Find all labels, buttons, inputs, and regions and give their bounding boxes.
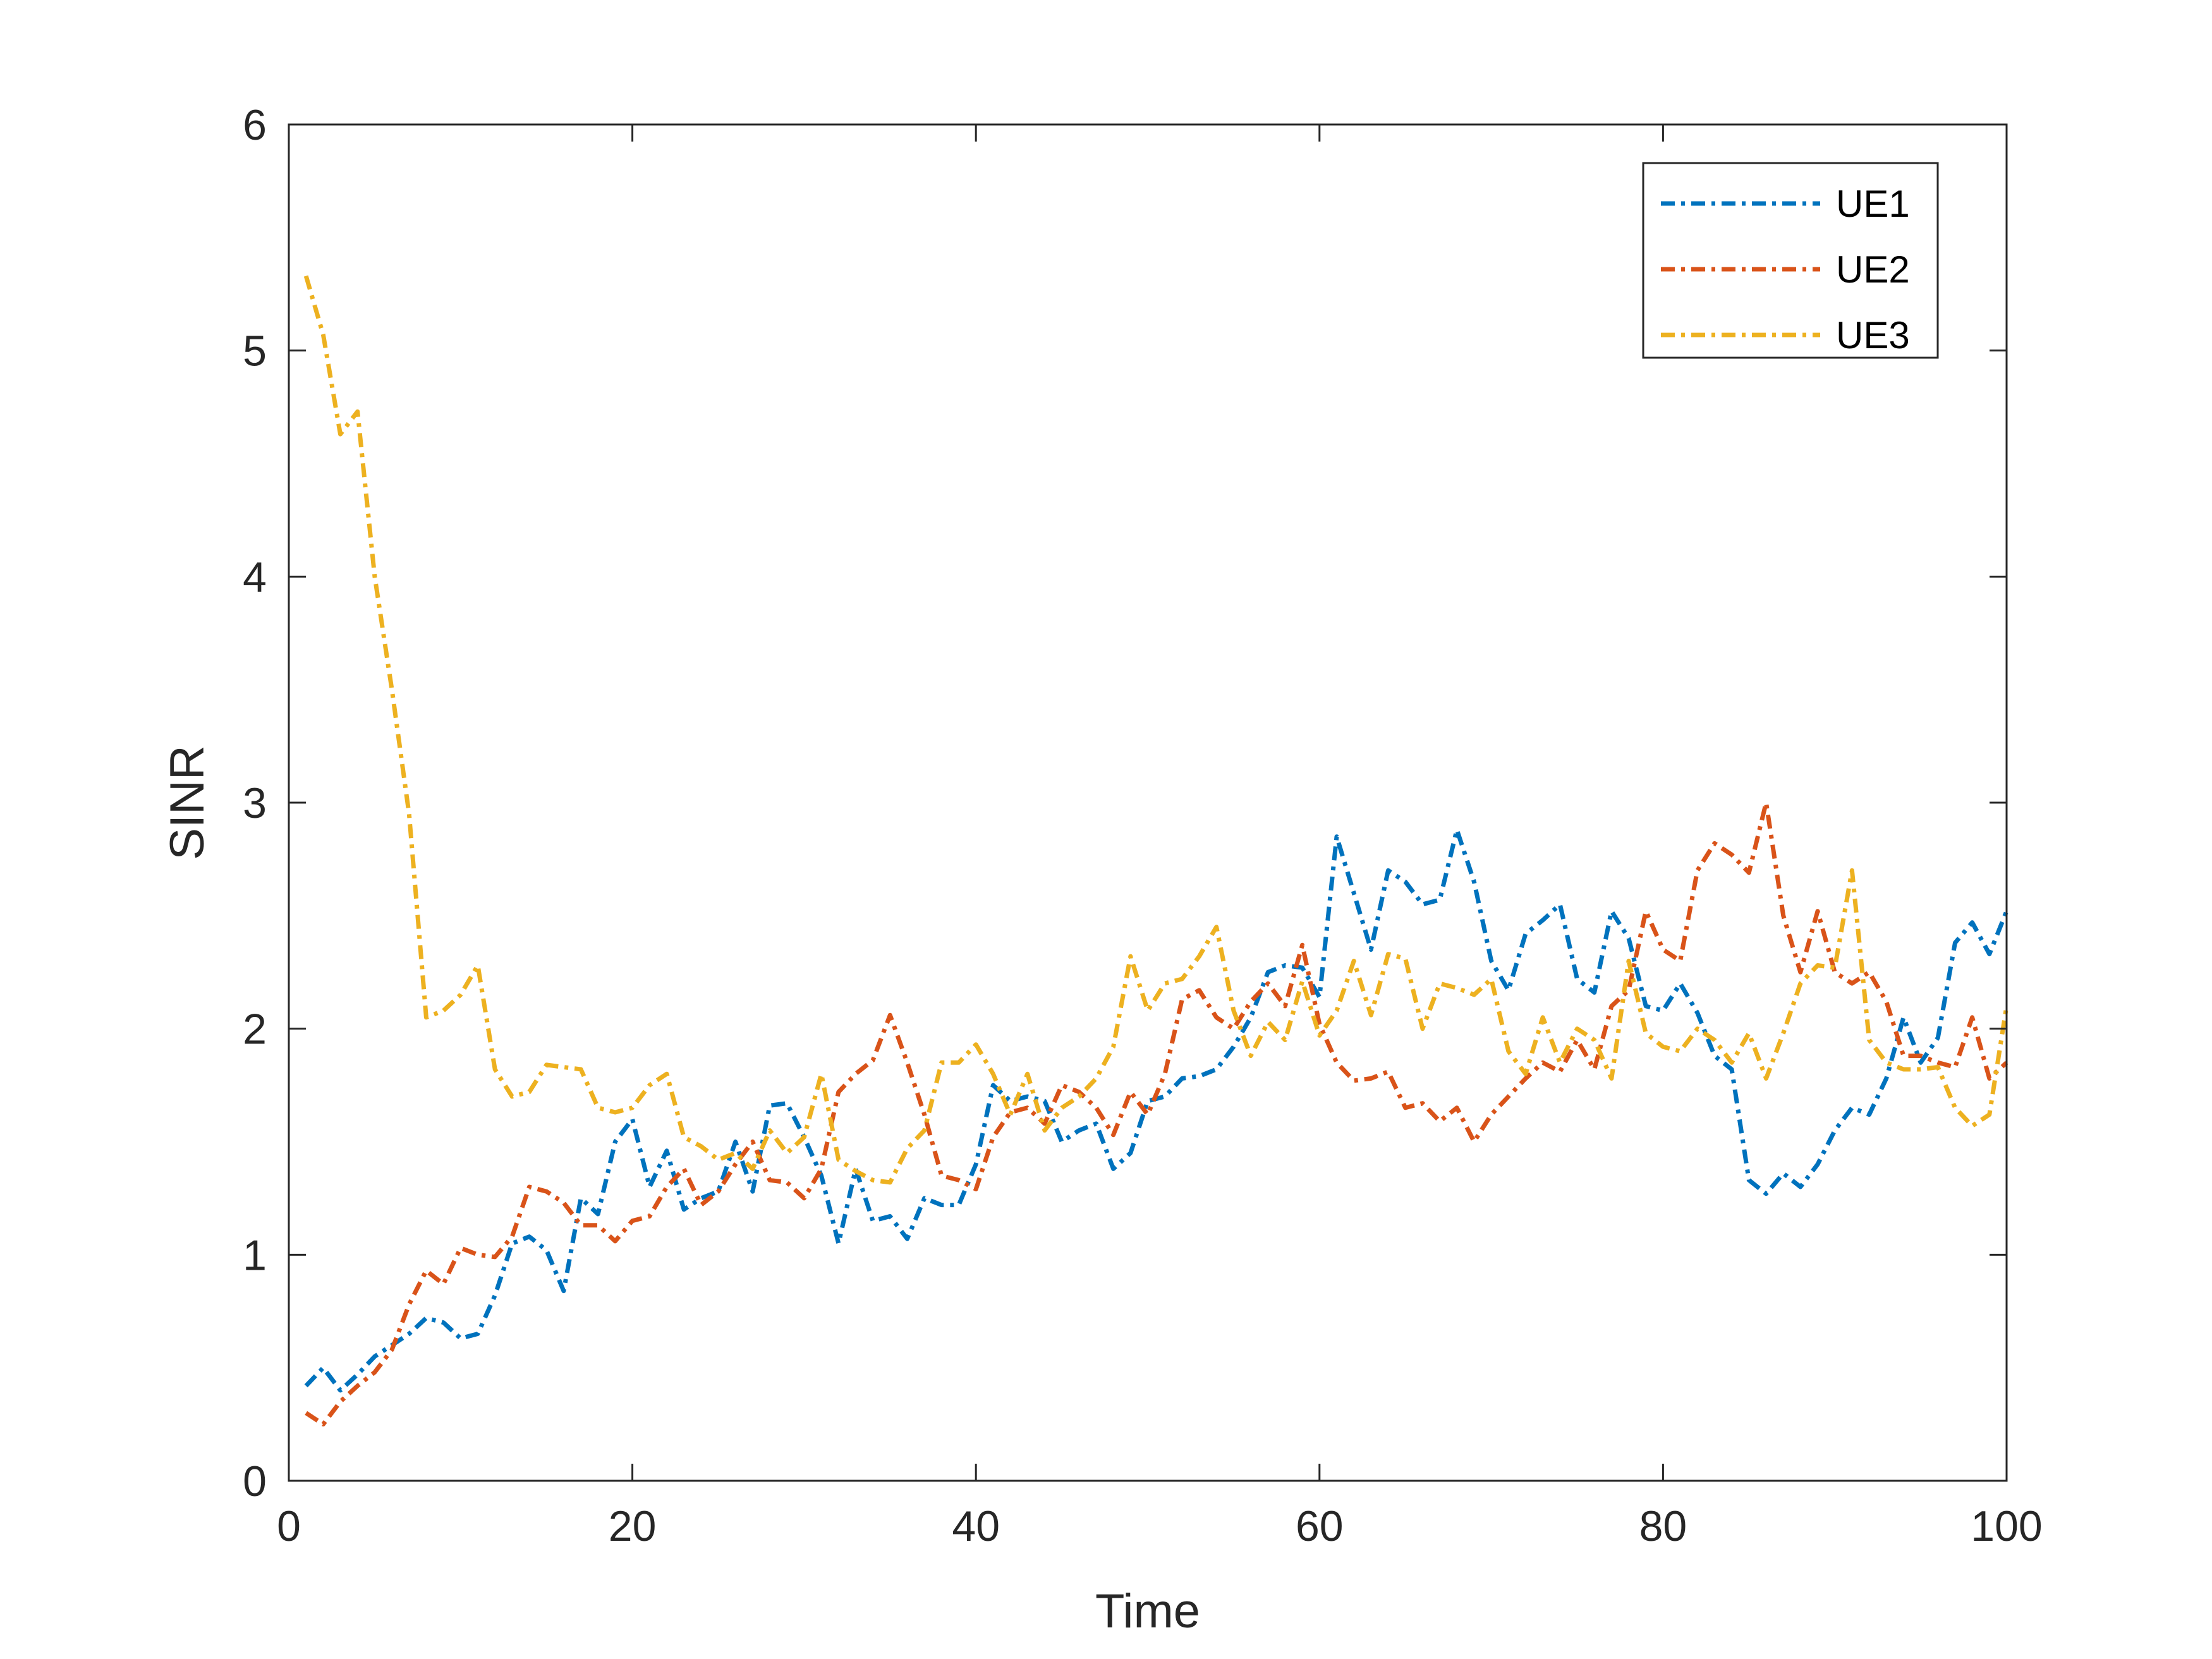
x-tick-label: 40 [952, 1502, 1000, 1550]
y-tick-label: 6 [243, 101, 267, 149]
series-line-ue3 [303, 275, 2009, 1185]
legend-label-ue3: UE3 [1836, 314, 1910, 356]
y-tick-label: 0 [243, 1457, 267, 1505]
series-line-ue2 [305, 800, 2008, 1427]
legend-label-ue2: UE2 [1836, 248, 1910, 291]
ticks-layer [288, 123, 2008, 1482]
data-lines-layer [303, 275, 2009, 1427]
legend-label-ue1: UE1 [1836, 183, 1910, 225]
x-tick-label: 60 [1296, 1502, 1344, 1550]
y-tick-label: 4 [243, 553, 267, 601]
legend-box [1642, 162, 1939, 359]
x-tick-label: 80 [1639, 1502, 1687, 1550]
legend: UE1 UE2 UE3 [1642, 162, 1939, 359]
x-tick-label: 0 [277, 1502, 301, 1550]
y-tick-label: 3 [243, 779, 267, 827]
y-tick-label: 5 [243, 327, 267, 375]
x-axis-title: Time [1095, 1584, 1200, 1638]
y-axis-title: SINR [161, 745, 214, 860]
y-tick-label: 1 [243, 1231, 267, 1279]
y-tick-label: 2 [243, 1006, 267, 1054]
x-tick-label: 20 [609, 1502, 657, 1550]
tick-labels-layer: 0 20 40 60 80 100 0 1 2 3 4 5 6 [243, 101, 2043, 1550]
x-tick-label: 100 [1971, 1502, 2042, 1550]
